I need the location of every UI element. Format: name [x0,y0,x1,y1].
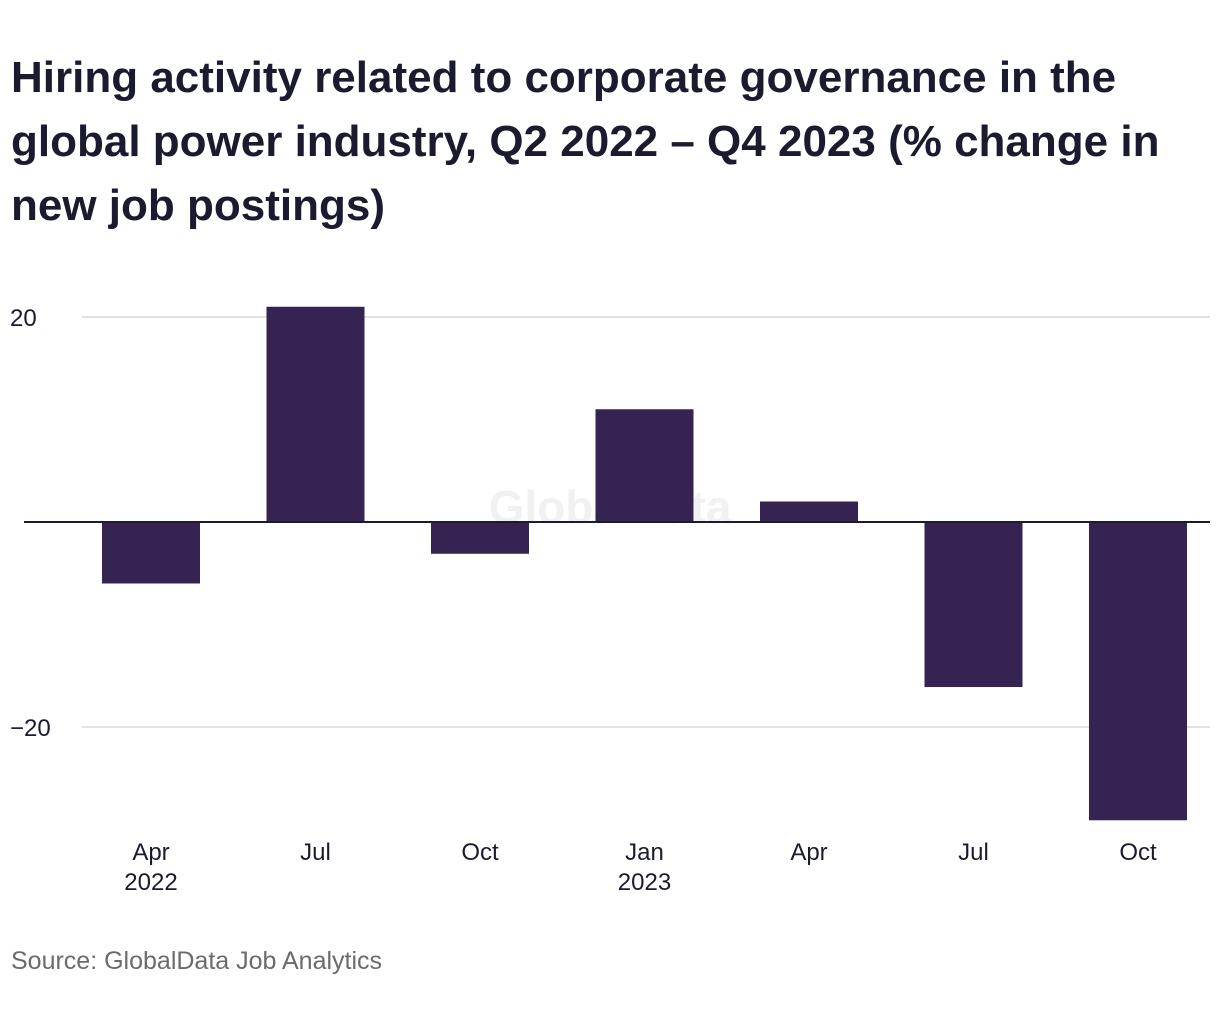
x-tick-label: Apr [132,839,169,866]
x-tick-label: Oct [461,839,499,866]
x-tick-label: Oct [1119,839,1157,866]
x-tick-label: Jul [300,839,331,866]
bar [595,409,694,522]
source-note: Source: GlobalData Job Analytics [11,947,383,975]
bar [1089,522,1187,821]
bar [102,522,200,584]
bar [266,306,365,522]
bar [760,501,858,522]
tick-labels: 20 −20 Apr 2022 Jul Oct Jan 2023 Apr Jul Oct [10,305,1157,896]
bar [924,522,1023,688]
x-tick-label: 2022 [124,869,177,896]
x-tick-label: 2023 [618,869,671,896]
bars [102,306,1187,821]
x-tick-label: Jan [625,839,664,866]
chart-title: Hiring activity related to corporate gov… [11,53,1160,230]
y-tick-label: −20 [10,715,51,742]
x-tick-label: Jul [958,839,989,866]
bar [431,522,529,554]
y-tick-label: 20 [10,305,37,332]
x-tick-label: Apr [790,839,827,866]
